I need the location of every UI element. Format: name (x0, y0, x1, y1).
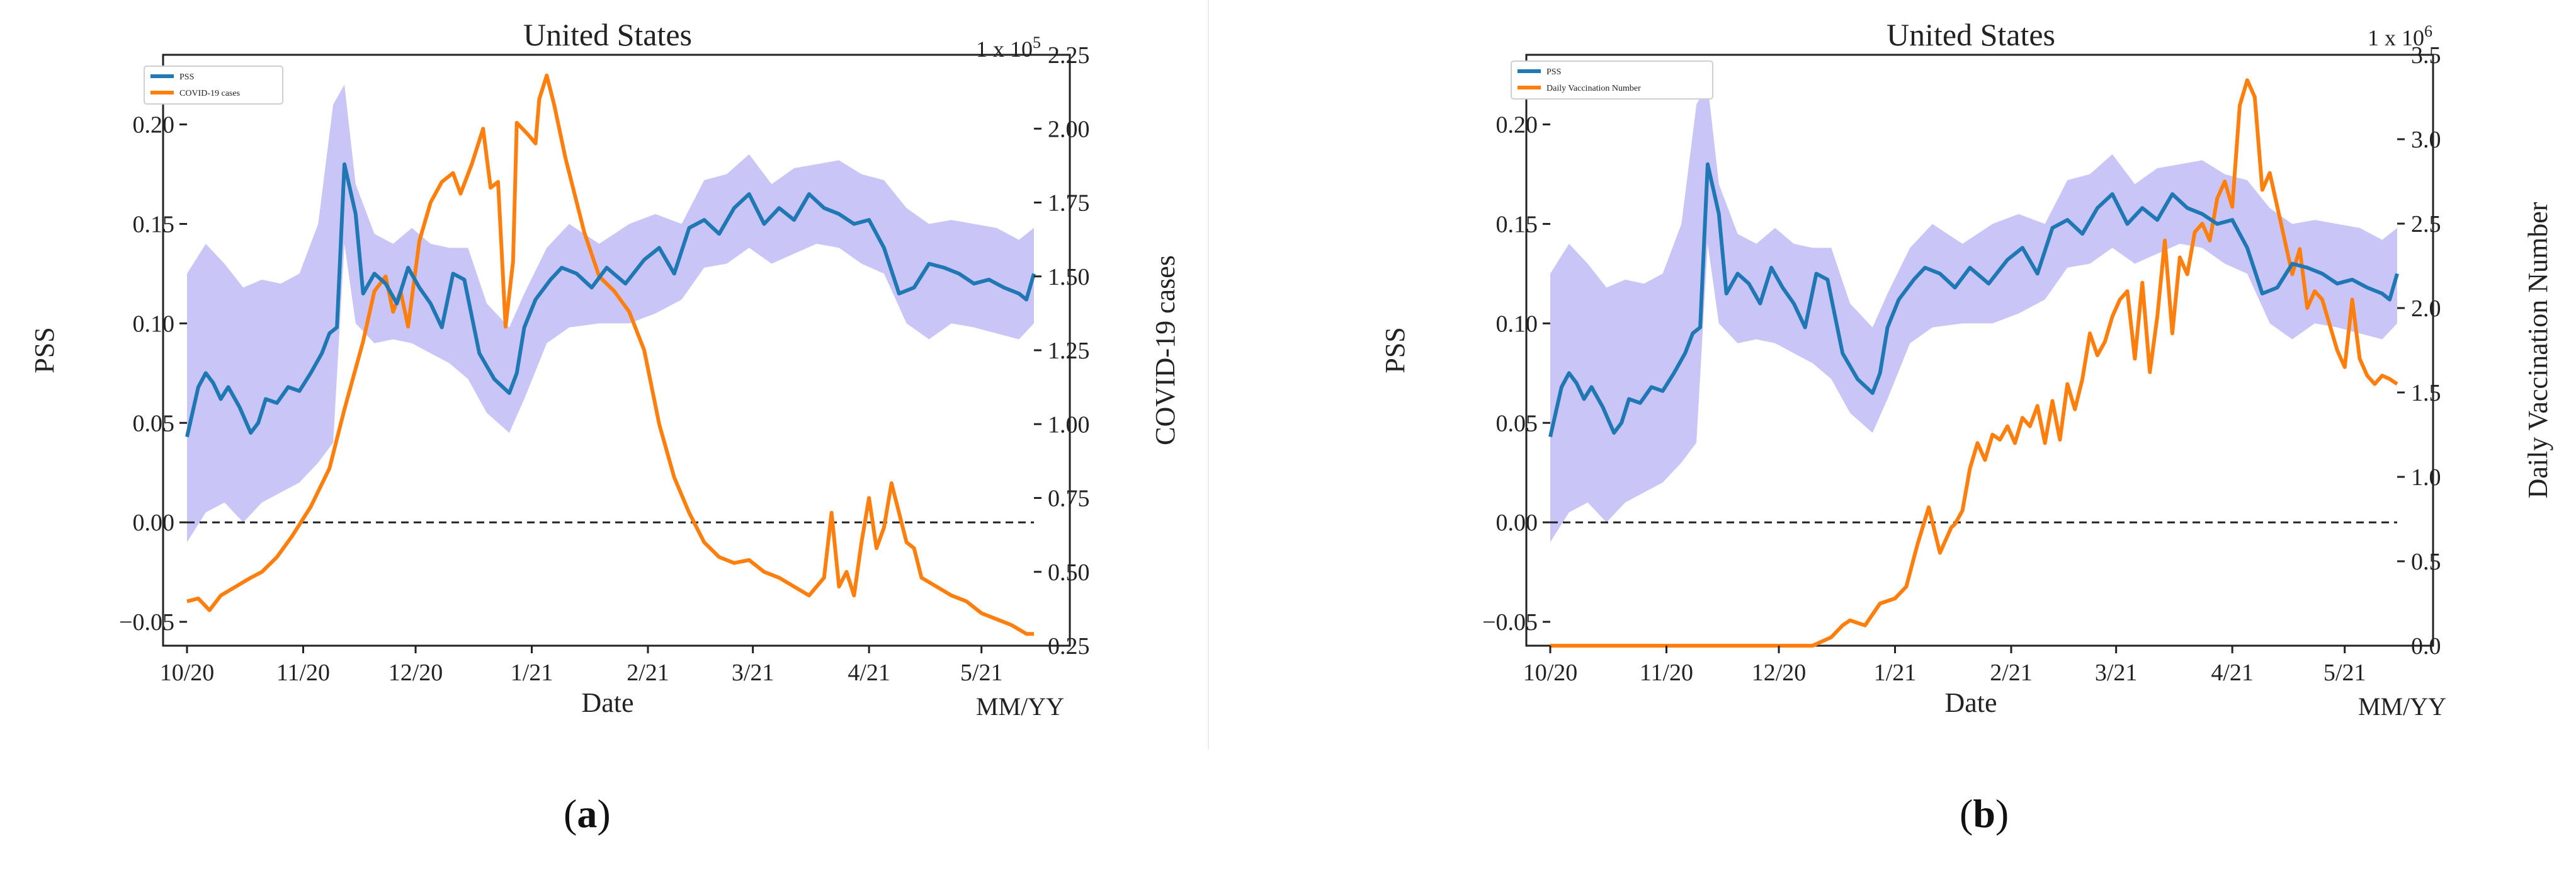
chart-b-legend-pss: PSS (1546, 67, 1561, 77)
x-tick-label: 2/21 (1990, 660, 2033, 686)
chart-a-ylabel-right: COVID-19 cases (1150, 255, 1181, 445)
y-left-tick-label: 0.05 (133, 410, 175, 437)
panel-divider (1208, 0, 1209, 750)
x-tick-label: 12/20 (1752, 660, 1807, 686)
x-tick-label: 3/21 (732, 660, 775, 686)
chart-a-xlabel: Date (581, 687, 633, 718)
chart-a-scale-note: 1 x 105 (976, 33, 1041, 62)
series-pss (1548, 162, 2399, 438)
chart-a-legend: PSS COVID-19 cases (144, 66, 283, 105)
chart-b-xlabel: Date (1944, 687, 1997, 718)
chart-b-plot-area (1525, 54, 2434, 647)
chart-a-ylabel-left: PSS (29, 327, 60, 373)
x-tick-label: 4/21 (2211, 660, 2254, 686)
chart-b-title: United States (1887, 17, 2055, 52)
pss-confidence-band (187, 84, 1034, 542)
x-tick-label: 1/21 (1874, 660, 1917, 686)
y-right-tick-label: 1.25 (1048, 338, 1090, 364)
y-right-tick-label: 1.0 (2411, 464, 2441, 491)
y-right-tick-label: 2.25 (1048, 42, 1090, 69)
chart-b-scale-note: 1 x 106 (2368, 22, 2432, 50)
x-tick-label: 12/20 (389, 660, 443, 686)
chart-b-legend-vacc: Daily Vaccination Number (1546, 84, 1641, 93)
y-left-tick-label: 0.20 (1496, 112, 1538, 139)
x-tick-label: 11/20 (1640, 660, 1693, 686)
x-tick-label: 2/21 (627, 660, 669, 686)
chart-a-legend-cases: COVID-19 cases (179, 89, 240, 98)
series-covid-19-cases (186, 73, 1034, 636)
chart-b-legend-box (1511, 60, 1713, 100)
series-pss (185, 162, 1036, 438)
chart-a-title: United States (523, 17, 692, 52)
chart-a: −0.05 0.00 0.05 0.10 0.15 0.20 0.25 0.50 0.75 1.… (29, 17, 1181, 721)
pss-confidence-band (1550, 84, 2397, 542)
y-right-tick-label: 1.50 (1048, 264, 1090, 290)
series-daily-vaccination-number (1550, 78, 2398, 648)
y-right-tick-label: 0.25 (1048, 633, 1090, 660)
chart-b-ylabel-left: PSS (1380, 327, 1410, 373)
chart-b-ylabel-right: Daily Vaccination Number (2522, 202, 2553, 498)
y-right-tick-label: 0.5 (2411, 549, 2441, 575)
panel-label-b: (b) (1960, 791, 2009, 836)
chart-b-legend: PSS Daily Vaccination Number (1511, 60, 1713, 100)
y-right-tick-label: 3.5 (2411, 42, 2441, 69)
y-left-tick-label: −0.05 (1482, 609, 1538, 636)
y-right-tick-label: 3.0 (2411, 127, 2441, 153)
x-tick-label: 1/21 (511, 660, 553, 686)
chart-a-plot-area (162, 54, 1071, 647)
y-right-tick-label: 0.50 (1048, 559, 1090, 586)
y-left-tick-label: 0.15 (133, 211, 175, 237)
panel-label-a: (a) (564, 791, 611, 836)
y-right-tick-label: 0.0 (2411, 633, 2441, 660)
y-right-tick-label: 1.75 (1048, 190, 1090, 217)
chart-a-legend-box (144, 66, 283, 105)
x-tick-label: 5/21 (2324, 660, 2366, 686)
y-left-tick-label: 0.15 (1496, 211, 1538, 237)
y-left-tick-label: −0.05 (119, 609, 174, 636)
y-left-tick-label: 0.10 (133, 311, 175, 337)
y-right-tick-label: 2.0 (2411, 295, 2441, 322)
chart-b-xunit: MM/YY (2358, 692, 2446, 721)
chart-b: −0.05 0.00 0.05 0.10 0.15 0.20 0.0 0.5 1.0 1.5 2.… (1380, 17, 2553, 721)
y-right-tick-label: 1.00 (1048, 411, 1090, 438)
chart-a-xunit: MM/YY (976, 692, 1064, 721)
y-left-tick-label: 0.20 (133, 112, 175, 139)
y-left-tick-label: 0.00 (1496, 510, 1538, 536)
x-tick-label: 10/20 (1523, 660, 1578, 686)
x-tick-label: 5/21 (960, 660, 1003, 686)
y-right-tick-label: 0.75 (1048, 486, 1090, 512)
y-right-tick-label: 2.5 (2411, 211, 2441, 237)
y-left-tick-label: 0.00 (133, 510, 175, 536)
x-tick-label: 11/20 (276, 660, 330, 686)
x-tick-label: 4/21 (848, 660, 890, 686)
y-left-tick-label: 0.05 (1496, 410, 1538, 437)
x-tick-label: 3/21 (2095, 660, 2138, 686)
y-right-tick-label: 1.5 (2411, 380, 2441, 406)
x-tick-label: 10/20 (160, 660, 215, 686)
chart-a-legend-pss: PSS (179, 72, 194, 82)
y-left-tick-label: 0.10 (1496, 311, 1538, 337)
y-right-tick-label: 2.00 (1048, 116, 1090, 142)
